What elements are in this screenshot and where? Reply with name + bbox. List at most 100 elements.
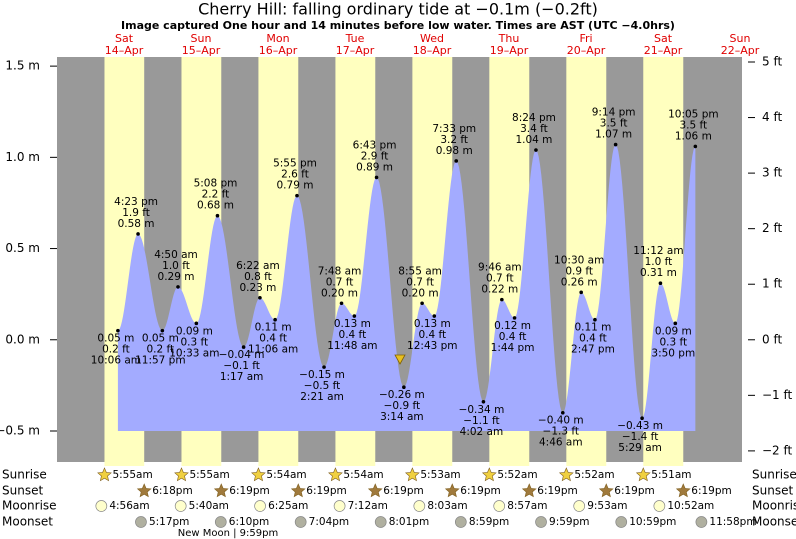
- row-time: 6:19pm: [614, 485, 654, 497]
- tide-label: 7:33 pm: [432, 123, 476, 135]
- row-time: 5:51am: [651, 469, 691, 481]
- sunset-icon: [675, 483, 691, 498]
- row-time: 11:58pm: [709, 516, 756, 528]
- y2-tick-label: 4 ft: [762, 110, 782, 124]
- tide-label: 1.9 ft: [122, 207, 150, 219]
- tide-label: 4:50 am: [154, 249, 198, 261]
- tide-label: 0.05 m: [97, 333, 134, 345]
- tide-label: 1:17 am: [220, 371, 264, 383]
- tide-label: 0.4 ft: [259, 333, 287, 345]
- tide-label: 11:12 am: [633, 245, 683, 257]
- tide-label: −1.4 ft: [622, 431, 658, 443]
- moonrise-icon: [493, 500, 506, 512]
- row-time: 6:19pm: [383, 485, 423, 497]
- tide-point: [579, 290, 583, 295]
- day-weekday: Mon: [266, 32, 289, 45]
- row-time: 6:19pm: [537, 485, 577, 497]
- day-weekday: Tue: [345, 32, 365, 45]
- row-time: 7:04pm: [309, 516, 349, 528]
- sunrise-icon: [251, 467, 266, 482]
- tide-label: 12:43 pm: [407, 340, 458, 352]
- sunrise-icon: [328, 467, 343, 482]
- tide-label: 0.98 m: [436, 145, 473, 157]
- tide-point: [136, 232, 140, 236]
- tide-label: −0.15 m: [299, 369, 345, 381]
- moonrise-icon: [573, 500, 586, 512]
- sunrise-icon: [174, 467, 189, 482]
- row-time: 6:19pm: [306, 485, 346, 497]
- tide-point: [693, 144, 698, 149]
- day-weekday: Sun: [191, 32, 212, 45]
- sunrise-icon: [404, 467, 420, 482]
- y-tick-label: 1.5 m: [5, 59, 40, 73]
- row-time: 5:53am: [420, 469, 460, 481]
- tide-label: 3.5 ft: [600, 118, 628, 130]
- y-tick-label: 0.0 m: [5, 332, 40, 346]
- tide-label: 0.4 ft: [339, 329, 367, 341]
- moonset-icon: [535, 516, 547, 528]
- tide-label: 2:47 pm: [571, 344, 615, 356]
- day-date: 15–Apr: [182, 44, 221, 57]
- tide-point: [176, 285, 180, 289]
- sunset-icon: [367, 483, 383, 498]
- tide-area: [117, 144, 696, 431]
- tide-label: 0.68 m: [197, 200, 234, 212]
- row-time: 5:40am: [189, 500, 229, 512]
- tide-point: [160, 328, 165, 333]
- tide-label: −0.5 ft: [304, 380, 340, 392]
- tide-point: [295, 193, 299, 198]
- sunset-icon: [521, 483, 537, 498]
- moonset-icon: [695, 516, 708, 528]
- tide-label: 3:14 am: [380, 411, 424, 423]
- moonset-icon: [294, 516, 307, 528]
- tide-label: 0.05 m: [142, 333, 179, 345]
- y-tick-label: 0.5 m: [5, 241, 40, 255]
- tide-label: 5:08 pm: [194, 178, 238, 190]
- tide-point: [534, 148, 538, 152]
- tide-label: −0.1 ft: [223, 360, 259, 372]
- tide-label: 0.4 ft: [579, 333, 607, 345]
- row-label: Moonrise: [2, 499, 57, 513]
- day-date: 21–Apr: [644, 44, 683, 57]
- tide-label: −0.34 m: [459, 404, 505, 416]
- row-time: 8:57am: [507, 500, 547, 512]
- y2-tick-label: 5 ft: [762, 55, 782, 69]
- tide-point: [116, 328, 120, 333]
- tide-label: 11:57 pm: [135, 355, 186, 367]
- tide-label: 0.13 m: [334, 318, 371, 330]
- day-weekday: Thu: [498, 32, 520, 45]
- row-time: 6:10pm: [229, 516, 269, 528]
- tide-label: 0.7 ft: [406, 276, 434, 288]
- day-date: 20–Apr: [567, 44, 606, 57]
- tide-label: 0.20 m: [321, 287, 358, 299]
- moonrise-icon: [333, 500, 346, 512]
- sunrise-icon: [481, 467, 497, 482]
- tide-label: 8:24 pm: [512, 112, 556, 124]
- tide-label: 3.5 ft: [680, 119, 708, 131]
- tide-point: [658, 281, 663, 286]
- y2-tick-label: 3 ft: [762, 166, 782, 180]
- row-time: 10:52am: [667, 500, 714, 512]
- sunrise-icon: [558, 467, 574, 482]
- tide-label: 2.2 ft: [202, 189, 230, 201]
- row-time: 6:19pm: [460, 485, 500, 497]
- day-weekday: Sun: [730, 32, 751, 45]
- tide-label: 0.79 m: [277, 180, 314, 192]
- now-marker: [394, 354, 406, 365]
- sunset-icon: [290, 483, 306, 498]
- tide-point: [481, 399, 486, 404]
- tide-point: [258, 296, 262, 300]
- row-label: Moonset: [752, 515, 796, 529]
- row-time: 5:55am: [189, 469, 229, 481]
- tide-label: 7:48 am: [318, 265, 362, 277]
- moonset-icon: [374, 516, 387, 528]
- tide-label: 0.29 m: [158, 271, 195, 283]
- tide-label: 0.3 ft: [181, 336, 209, 348]
- chart-subtitle: Image captured One hour and 14 minutes b…: [121, 19, 675, 32]
- y2-tick-label: 2 ft: [762, 221, 782, 235]
- tide-label: 4:23 pm: [114, 196, 158, 208]
- y2-tick-label: 0 ft: [762, 332, 782, 346]
- tide-point: [673, 321, 678, 326]
- tide-label: 6:22 am: [236, 260, 280, 272]
